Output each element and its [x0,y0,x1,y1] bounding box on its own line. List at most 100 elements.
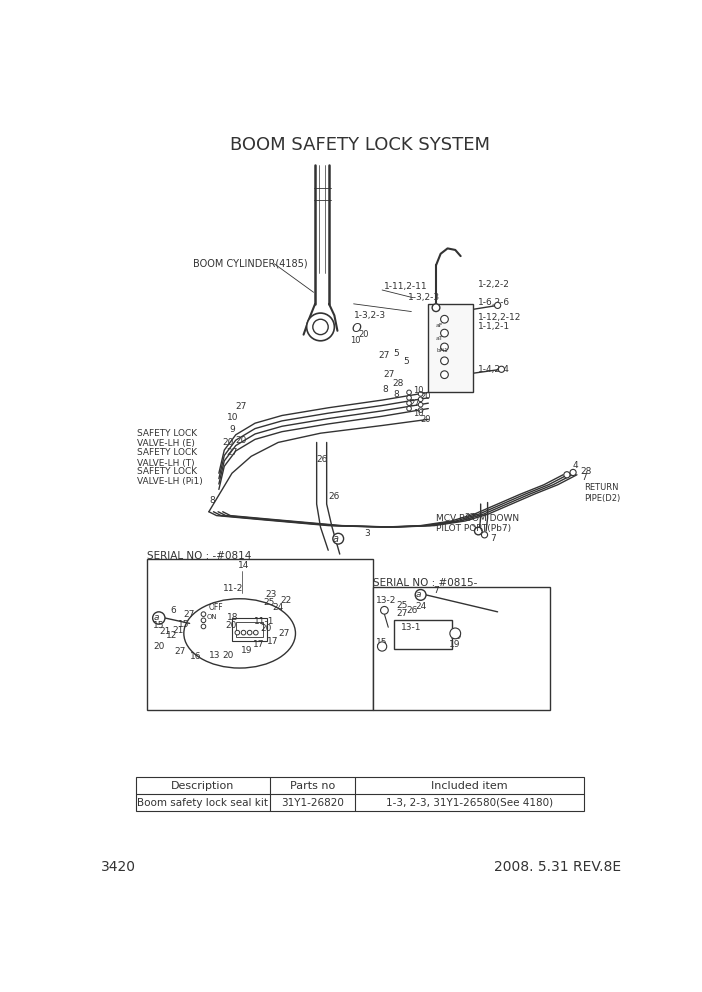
Text: BOOM SAFETY LOCK SYSTEM: BOOM SAFETY LOCK SYSTEM [230,136,490,154]
Bar [232,618,267,641]
Text: a: a [333,534,339,544]
Text: 27: 27 [278,629,289,638]
Text: 21: 21 [172,626,183,635]
Text: 7: 7 [581,473,586,482]
Text: 14: 14 [238,561,249,570]
Text: BOOM CYLINDER(4185): BOOM CYLINDER(4185) [194,259,308,269]
Text: 19: 19 [241,646,253,655]
Circle shape [406,396,411,400]
Text: MCV BOOM DOWN
PILOT PORT(Pb7): MCV BOOM DOWN PILOT PORT(Pb7) [436,514,519,533]
Text: 27: 27 [396,609,407,618]
Circle shape [570,469,576,475]
Text: 24: 24 [273,603,284,612]
Text: 31Y1-26820: 31Y1-26820 [282,798,344,807]
Circle shape [564,472,570,478]
Text: 1-11,2-11: 1-11,2-11 [385,283,428,292]
Bar [395,620,452,649]
Bar [147,559,373,709]
Circle shape [333,534,343,544]
Text: 10: 10 [227,414,238,423]
Text: 27: 27 [236,402,247,411]
Text: 10: 10 [413,409,423,418]
Text: 11-1: 11-1 [253,617,274,626]
Circle shape [235,630,239,635]
Text: 24: 24 [415,602,427,611]
Circle shape [432,304,440,311]
Text: 27: 27 [384,370,395,379]
Text: 5: 5 [404,357,409,366]
Text: 20: 20 [420,415,431,424]
Text: RETURN
PIPE(D2): RETURN PIPE(D2) [585,483,621,503]
Circle shape [441,357,449,365]
Text: 20: 20 [225,621,237,630]
Text: 26: 26 [329,492,340,501]
Text: bPi1: bPi1 [436,348,448,353]
Text: 21: 21 [159,627,171,636]
Text: 20: 20 [260,624,272,633]
Bar [428,304,473,393]
Circle shape [201,624,206,629]
Text: 26: 26 [317,455,328,464]
Text: aT: aT [436,336,444,341]
Bar [236,622,263,637]
Text: SERIAL NO : -#0814: SERIAL NO : -#0814 [147,551,251,560]
Text: 2008. 5.31 REV.8E: 2008. 5.31 REV.8E [494,860,621,875]
Circle shape [418,408,423,413]
Text: 8: 8 [382,385,388,394]
Circle shape [418,403,423,407]
Text: SAFETY LOCK
VALVE-LH (Pi1): SAFETY LOCK VALVE-LH (Pi1) [138,466,203,486]
Text: 18: 18 [227,613,238,622]
Text: 16: 16 [190,652,201,661]
Text: 15: 15 [152,621,164,630]
Text: 17: 17 [253,640,264,649]
Text: 27: 27 [183,610,195,619]
Text: SAFETY LOCK
VALVE-LH (T): SAFETY LOCK VALVE-LH (T) [138,448,197,467]
Text: 25: 25 [263,598,275,607]
Circle shape [307,313,334,341]
Text: 7: 7 [490,534,496,544]
Text: 19: 19 [449,641,461,650]
Circle shape [313,319,329,334]
Text: 10: 10 [350,335,361,344]
Text: 17: 17 [267,637,278,646]
Text: 25: 25 [396,601,407,610]
Text: O: O [351,322,362,335]
Circle shape [380,606,388,614]
Circle shape [378,642,387,651]
Text: 8: 8 [394,390,399,399]
Text: 15: 15 [376,638,388,647]
Text: 29: 29 [450,632,461,641]
Text: 1-3,2-3: 1-3,2-3 [354,310,385,319]
Circle shape [201,612,206,616]
Text: 1-2,2-2: 1-2,2-2 [478,280,510,289]
Text: 6: 6 [171,606,176,615]
Circle shape [475,527,482,535]
Bar [373,587,550,710]
Circle shape [418,397,423,402]
Text: 26: 26 [406,606,418,615]
Circle shape [201,618,206,623]
Circle shape [418,392,423,396]
Text: 5: 5 [394,349,399,358]
Text: Parts no: Parts no [290,781,336,791]
Text: 3420: 3420 [101,860,136,875]
Text: SERIAL NO : #0815-: SERIAL NO : #0815- [373,578,477,588]
Text: 1-12,2-12: 1-12,2-12 [478,313,522,322]
Text: 27: 27 [174,648,185,657]
Text: 7: 7 [434,586,439,595]
Text: 28: 28 [392,379,404,389]
Circle shape [406,407,411,411]
Text: 13-1: 13-1 [402,623,422,632]
Text: 1-3,2-3: 1-3,2-3 [408,294,439,303]
Circle shape [441,343,449,351]
Text: 27: 27 [465,514,476,523]
Bar [135,778,584,811]
Circle shape [441,329,449,337]
Text: 20: 20 [236,436,247,445]
Circle shape [247,630,252,635]
Text: Description: Description [171,781,234,791]
Text: 27: 27 [378,351,390,360]
Text: 1-4,2-4: 1-4,2-4 [478,365,510,374]
Text: OFF: OFF [209,603,223,612]
Text: 20: 20 [420,392,431,401]
